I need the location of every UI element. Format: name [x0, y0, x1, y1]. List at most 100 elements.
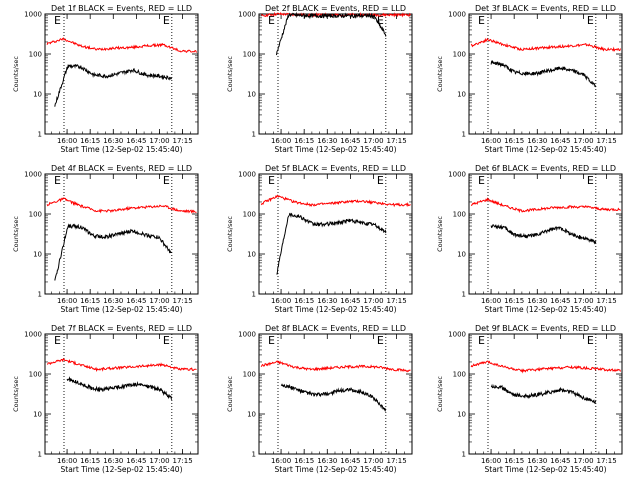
- x-tick-label: 16:00: [57, 297, 77, 305]
- event-marker-flag: E: [54, 14, 61, 27]
- y-tick-label: 100: [243, 371, 256, 379]
- x-tick-label: 16:00: [481, 297, 501, 305]
- event-marker-flag: E: [163, 174, 170, 187]
- plot-frame: [468, 13, 623, 135]
- y-axis-label: Counts/sec: [226, 216, 234, 252]
- y-tick-label: 1: [462, 131, 466, 139]
- y-tick-label: 10: [247, 411, 256, 419]
- x-tick-label: 16:45: [550, 457, 570, 465]
- event-marker-flag: E: [587, 14, 594, 27]
- x-tick-label: 16:00: [481, 137, 501, 145]
- x-tick-label: 16:30: [103, 297, 123, 305]
- y-axis-label: Counts/sec: [436, 376, 444, 412]
- event-marker-flag: E: [268, 334, 275, 347]
- x-axis-label: Start Time (12-Sep-02 15:45:40): [275, 465, 397, 474]
- x-axis-label: Start Time (12-Sep-02 15:45:40): [275, 145, 397, 154]
- plot-frame: [44, 333, 199, 455]
- events-series-line: [490, 383, 597, 404]
- x-tick-label: 16:15: [294, 457, 314, 465]
- y-tick-label: 1000: [238, 11, 256, 19]
- x-tick-label: 16:00: [271, 457, 291, 465]
- x-tick-label: 17:00: [573, 297, 593, 305]
- y-tick-label: 100: [29, 51, 42, 59]
- x-tick-label: 17:15: [173, 297, 193, 305]
- x-tick-label: 17:00: [149, 137, 169, 145]
- events-series-line: [54, 63, 173, 107]
- x-tick-label: 17:15: [173, 137, 193, 145]
- y-tick-label: 1000: [238, 171, 256, 179]
- x-tick-label: 17:00: [363, 457, 383, 465]
- panel-title: Det 6f BLACK = Events, RED = LLD: [475, 164, 616, 173]
- x-tick-label: 17:00: [363, 297, 383, 305]
- x-tick-label: 17:15: [387, 297, 407, 305]
- lld-series-line: [470, 360, 621, 374]
- y-tick-label: 10: [33, 91, 42, 99]
- panel-det-8: Det 8f BLACK = Events, RED = LLD 1 10 100 10…: [226, 324, 413, 474]
- x-tick-label: 17:00: [573, 137, 593, 145]
- plot-frame: [258, 333, 413, 455]
- lld-series-line: [46, 357, 197, 372]
- panel-title: Det 9f BLACK = Events, RED = LLD: [475, 324, 616, 333]
- x-tick-label: 16:45: [550, 297, 570, 305]
- y-tick-label: 1: [252, 291, 256, 299]
- y-axis-label: Counts/sec: [12, 56, 20, 92]
- y-tick-label: 10: [33, 411, 42, 419]
- x-tick-label: 16:45: [550, 137, 570, 145]
- event-marker-flag: E: [268, 14, 275, 27]
- lld-series-line: [470, 37, 621, 52]
- y-tick-label: 1: [252, 451, 256, 459]
- y-tick-label: 100: [29, 371, 42, 379]
- x-tick-label: 16:30: [103, 457, 123, 465]
- lld-series-line: [260, 360, 411, 373]
- y-axis-label: Counts/sec: [12, 376, 20, 412]
- event-marker-flag: E: [587, 334, 594, 347]
- panel-det-9: Det 9f BLACK = Events, RED = LLD 1 10 100 10…: [436, 324, 623, 474]
- x-tick-label: 16:45: [340, 457, 360, 465]
- y-axis-label: Counts/sec: [436, 56, 444, 92]
- y-tick-label: 1000: [24, 171, 42, 179]
- x-tick-label: 17:15: [597, 297, 617, 305]
- plot-frame: [258, 173, 413, 295]
- x-tick-label: 16:30: [527, 457, 547, 465]
- x-tick-label: 17:00: [363, 137, 383, 145]
- x-tick-label: 16:30: [317, 457, 337, 465]
- x-axis-label: Start Time (12-Sep-02 15:45:40): [485, 465, 607, 474]
- events-series-line: [280, 383, 386, 412]
- y-tick-label: 1000: [448, 171, 466, 179]
- plot-frame: [258, 13, 413, 135]
- y-tick-label: 1000: [448, 11, 466, 19]
- y-axis-label: Counts/sec: [226, 56, 234, 92]
- event-marker-flag: E: [377, 174, 384, 187]
- events-series-line: [54, 223, 173, 281]
- y-tick-label: 100: [453, 371, 466, 379]
- x-tick-label: 17:15: [387, 457, 407, 465]
- y-tick-label: 1: [38, 291, 42, 299]
- y-tick-label: 100: [243, 51, 256, 59]
- lld-series-line: [46, 197, 197, 214]
- lld-series-line: [260, 194, 411, 208]
- y-axis-label: Counts/sec: [226, 376, 234, 412]
- y-tick-label: 1: [38, 131, 42, 139]
- lld-series-line: [46, 37, 197, 54]
- lld-series-line: [470, 197, 621, 214]
- x-axis-label: Start Time (12-Sep-02 15:45:40): [61, 465, 183, 474]
- y-axis-label: Counts/sec: [12, 216, 20, 252]
- y-tick-label: 1000: [24, 331, 42, 339]
- event-marker-flag: E: [54, 174, 61, 187]
- plot-frame: [44, 13, 199, 135]
- y-tick-label: 1: [462, 291, 466, 299]
- panel-title: Det 1f BLACK = Events, RED = LLD: [51, 4, 192, 13]
- y-tick-label: 1000: [448, 331, 466, 339]
- y-tick-label: 1000: [24, 11, 42, 19]
- panel-title: Det 2f BLACK = Events, RED = LLD: [265, 4, 406, 13]
- events-series-line: [490, 223, 597, 245]
- x-tick-label: 16:45: [340, 137, 360, 145]
- x-tick-label: 16:15: [80, 457, 100, 465]
- x-tick-label: 16:30: [317, 137, 337, 145]
- y-tick-label: 1: [462, 451, 466, 459]
- y-tick-label: 1: [252, 131, 256, 139]
- x-tick-label: 17:15: [597, 137, 617, 145]
- lld-series-line: [261, 11, 411, 18]
- events-series-line: [276, 212, 387, 275]
- x-tick-label: 16:15: [80, 137, 100, 145]
